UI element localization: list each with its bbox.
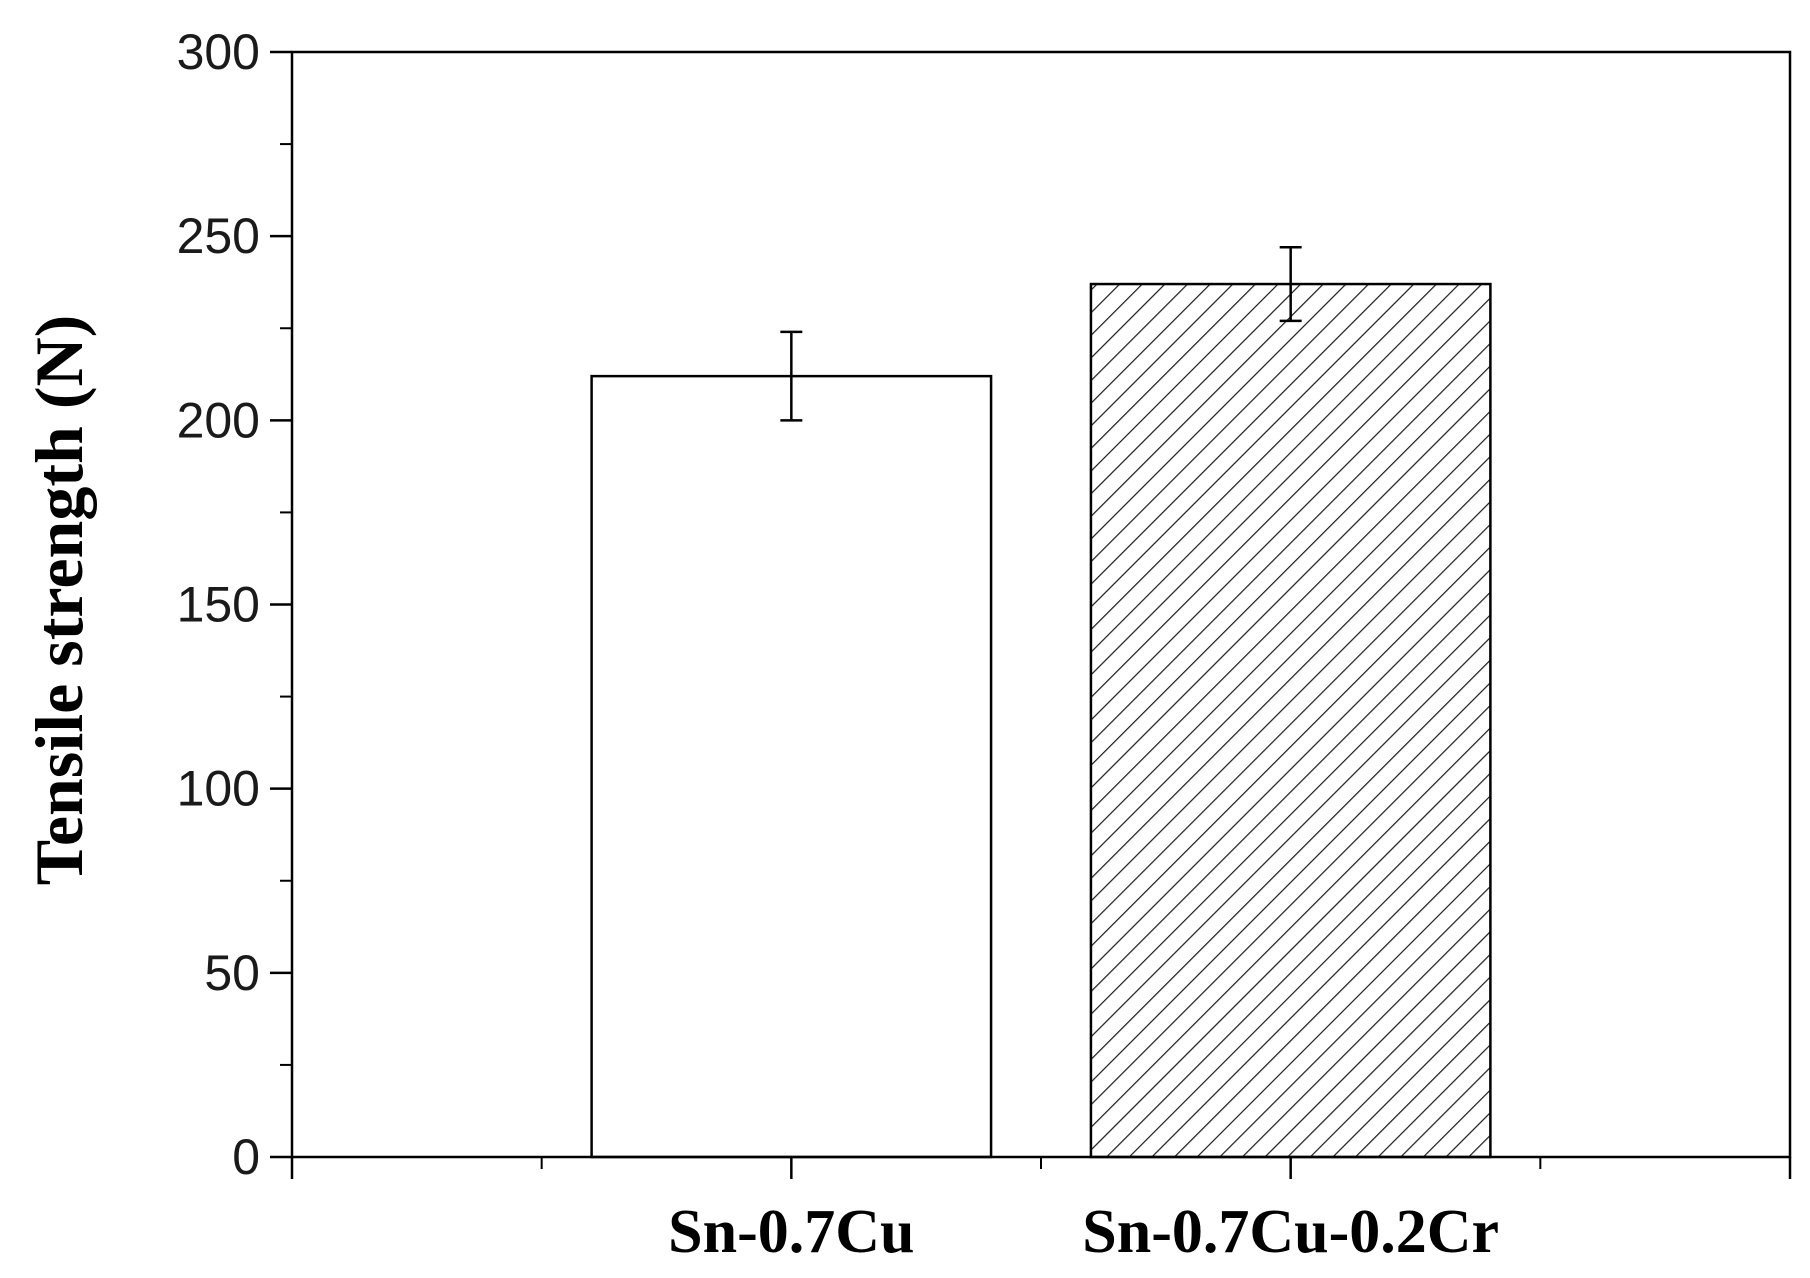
bar [1089,282,1492,1159]
y-tick-label: 50 [204,945,260,1001]
y-tick-label: 100 [177,761,260,817]
x-category-label: Sn-0.7Cu [668,1198,914,1266]
y-tick-label: 300 [177,24,260,80]
y-axis-title: Tensile strength (N) [21,315,97,885]
plot-frame [290,50,1792,1159]
y-tick-label: 200 [177,392,260,448]
y-tick-label: 0 [232,1129,260,1185]
y-axis-ticks: 0 50 100 150 200 250 300 [177,24,292,1185]
y-tick-label: 250 [177,208,260,264]
bars [590,282,1492,1159]
axes [290,50,1792,1159]
y-tick-label: 150 [177,577,260,633]
x-category-label: Sn-0.7Cu-0.2Cr [1082,1198,1499,1266]
bar [590,374,993,1159]
error-bars [780,245,1302,422]
x-axis-ticks: Sn-0.7Cu Sn-0.7Cu-0.2Cr [290,1157,1792,1266]
